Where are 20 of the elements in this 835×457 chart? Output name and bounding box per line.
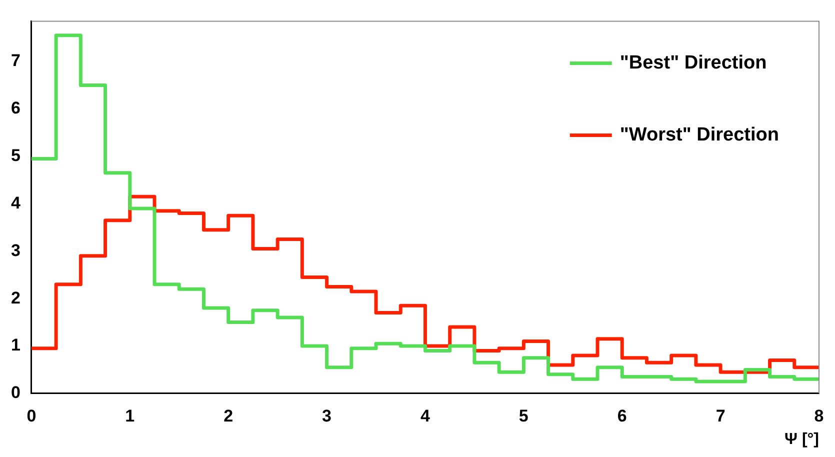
x-tick-label: 6 [617, 406, 627, 426]
x-axis-title: Ψ [°] [784, 430, 819, 448]
legend-label: "Best" Direction [620, 52, 767, 74]
y-tick-label: 4 [10, 193, 21, 212]
x-tick-label: 2 [224, 406, 234, 426]
y-tick-label: 6 [10, 98, 20, 118]
y-tick-label: 2 [10, 288, 20, 308]
x-tick-label: 4 [420, 406, 430, 426]
y-tick-label: 3 [10, 240, 20, 260]
y-tick-label: 5 [10, 146, 20, 166]
y-tick-label: 0 [10, 383, 20, 402]
y-tick-label: 1 [10, 336, 20, 355]
x-tick-label: 1 [125, 406, 135, 426]
x-tick-label: 5 [518, 406, 528, 426]
legend-label: "Worst" Direction [620, 124, 779, 146]
x-tick-label: 3 [322, 406, 332, 426]
x-tick-label: 8 [814, 406, 824, 426]
x-tick-label: 7 [716, 406, 726, 426]
y-tick-label: 7 [10, 51, 20, 70]
x-tick-label: 0 [26, 406, 36, 426]
